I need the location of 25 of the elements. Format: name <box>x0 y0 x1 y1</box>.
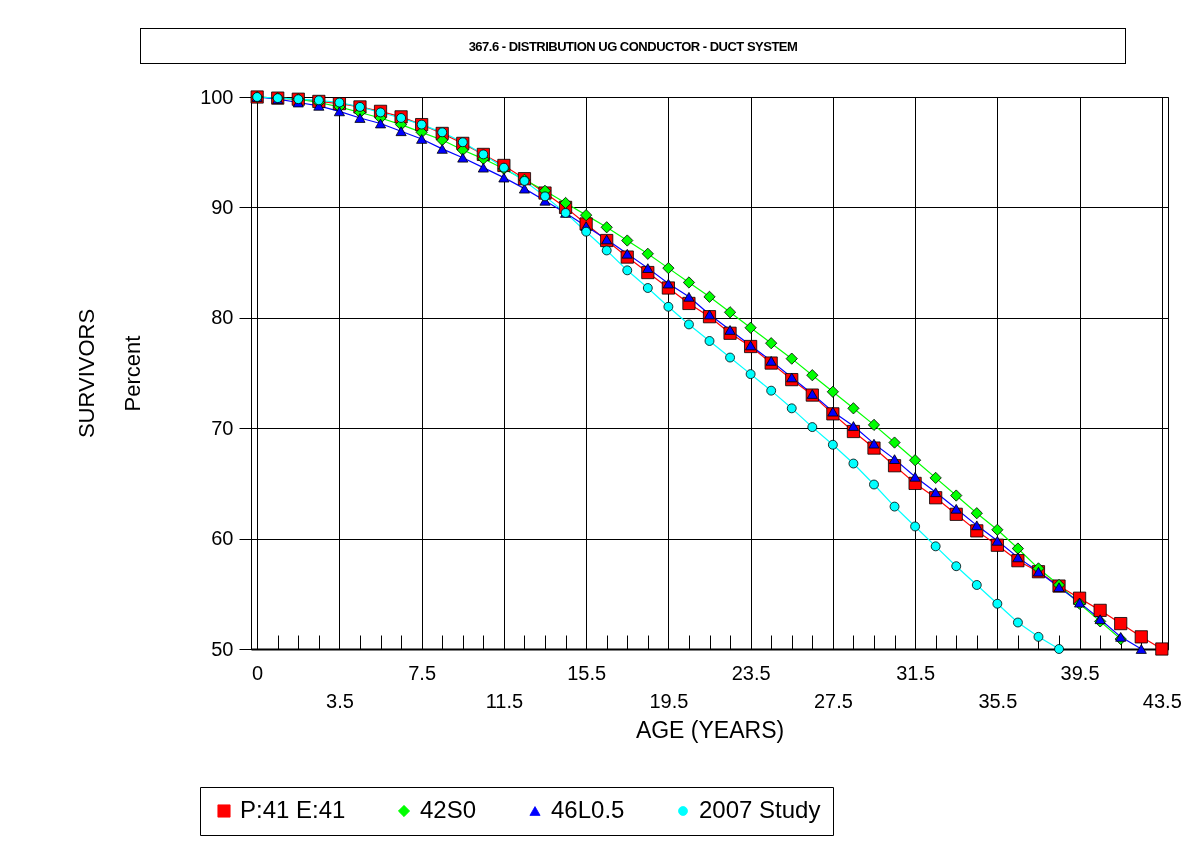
x-tick-label: 27.5 <box>813 689 853 712</box>
x-tick-label: 23.5 <box>731 661 771 684</box>
x-tick-label: 11.5 <box>485 689 524 712</box>
legend-label: 2007 Study <box>699 796 821 823</box>
y-tick-label: 50 <box>211 637 234 660</box>
x-tick-label: 19.5 <box>649 689 689 712</box>
x-tick-label: 35.5 <box>978 689 1018 712</box>
y-tick-label: 60 <box>211 527 234 550</box>
legend-label: 46L0.5 <box>551 796 625 823</box>
x-tick-label: 43.5 <box>1142 689 1182 712</box>
legend-label: P:41 E:41 <box>240 796 346 823</box>
x-tick-label: 7.5 <box>408 661 437 684</box>
x-tick-label: 31.5 <box>896 661 936 684</box>
legend-label: 42S0 <box>420 796 477 823</box>
x-tick-label: 15.5 <box>567 661 607 684</box>
y-axis-title: SURVIVORS Percent <box>74 308 146 439</box>
y-tick-label: 90 <box>211 195 234 218</box>
chart-title: 367.6 - DISTRIBUTION UG CONDUCTOR - DUCT SYSTEM <box>140 28 1126 64</box>
y-tick-label: 100 <box>200 85 234 108</box>
y-tick-label: 80 <box>211 306 234 329</box>
x-tick-label: 39.5 <box>1060 661 1100 684</box>
x-tick-label: 0 <box>252 661 264 684</box>
x-axis-title: AGE (YEARS) <box>635 716 785 743</box>
x-tick-label: 3.5 <box>326 689 354 712</box>
y-tick-label: 70 <box>211 416 234 439</box>
